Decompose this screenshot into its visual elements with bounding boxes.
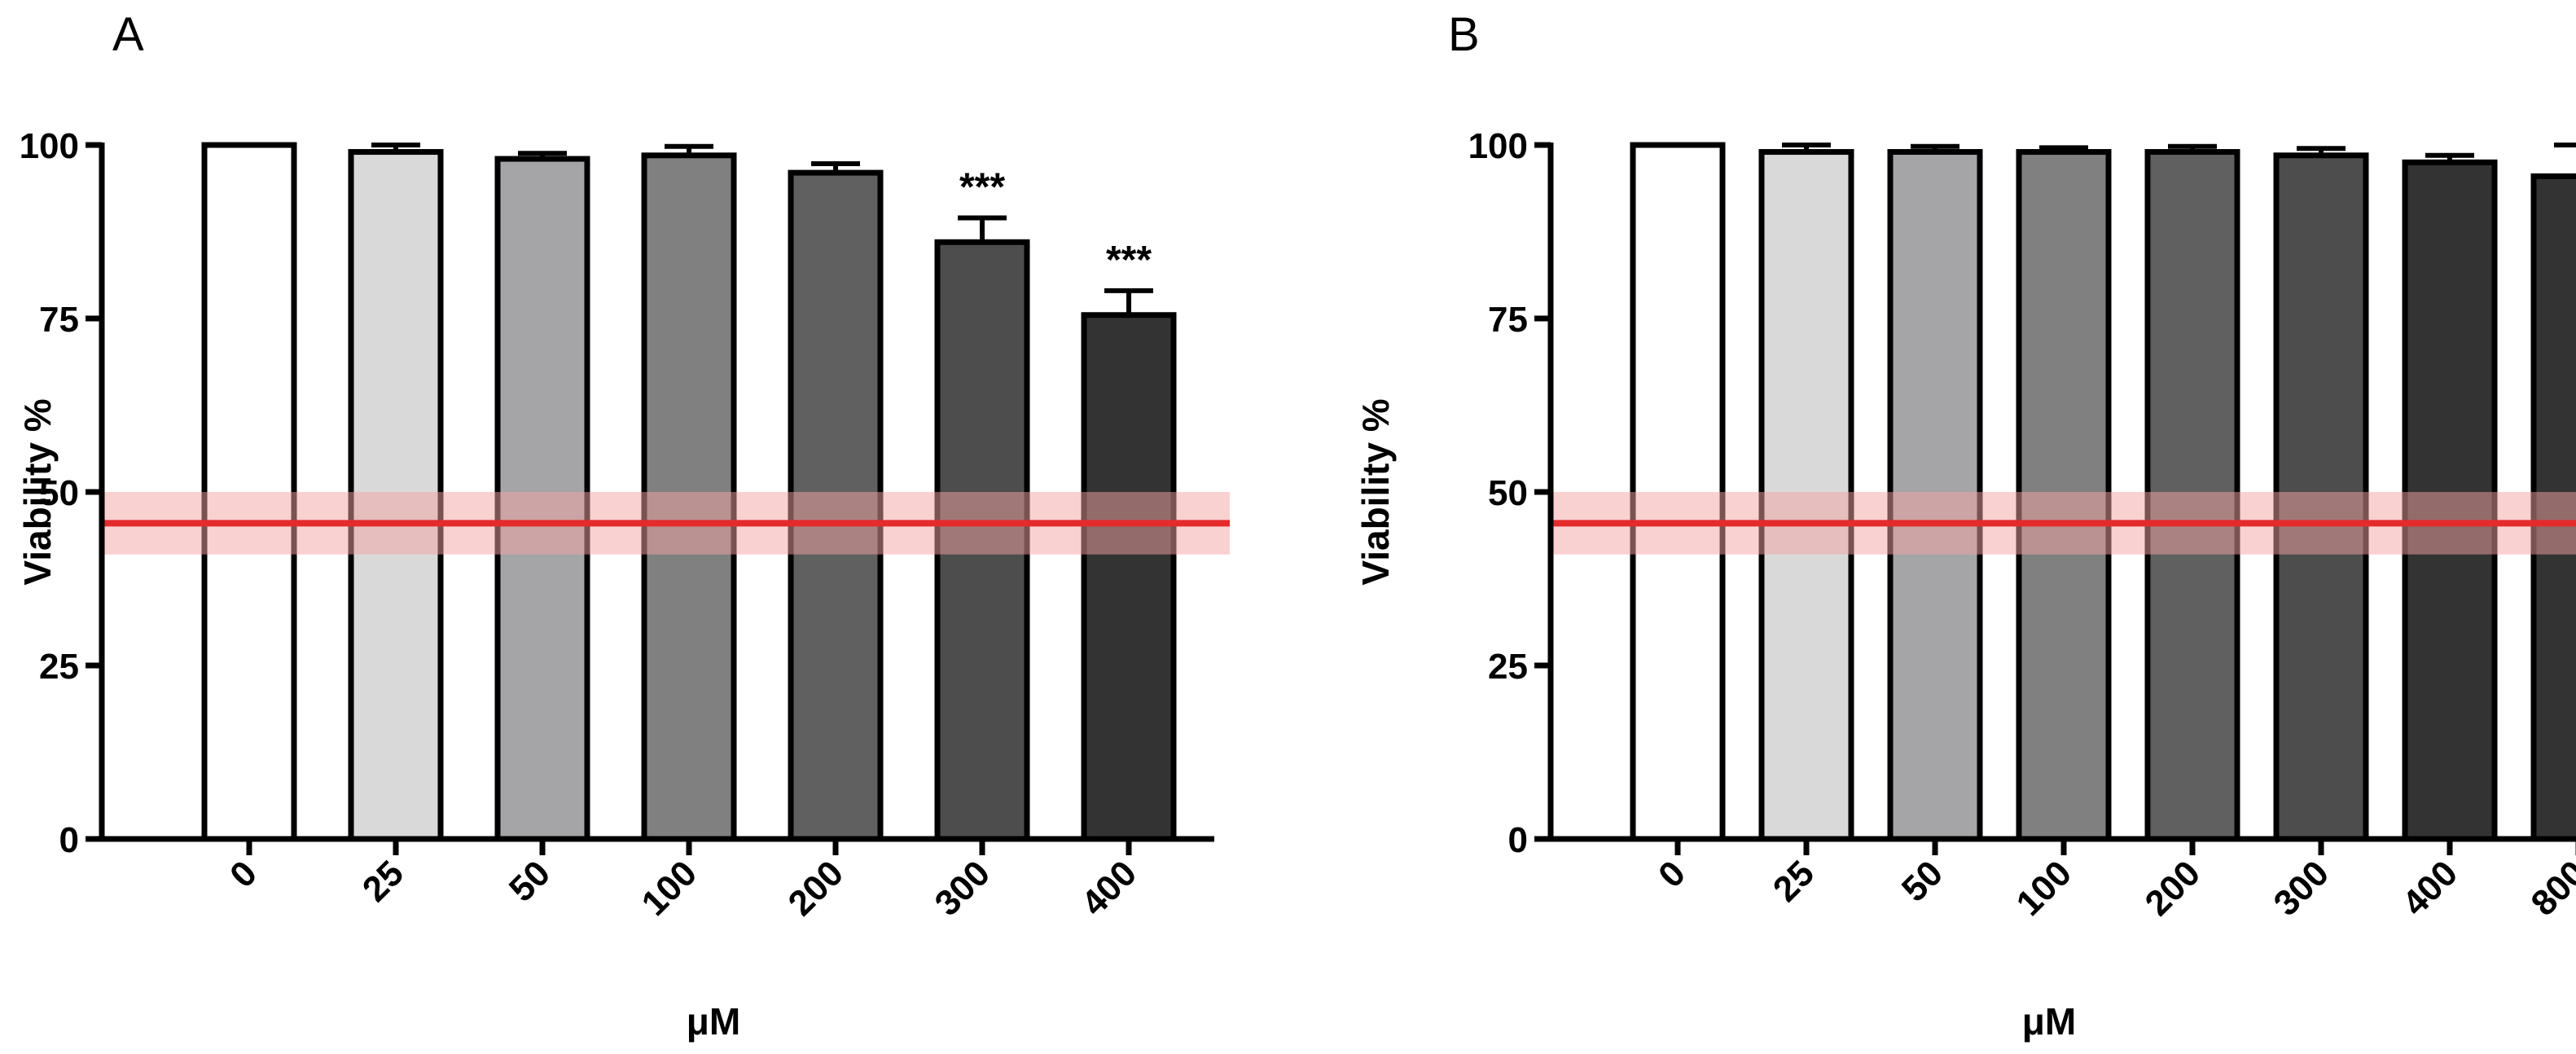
x-tick-label-0: 0 xyxy=(1651,853,1693,895)
x-tick-label-300: 300 xyxy=(928,853,998,924)
panel-b: B 0 25 50 75 100 0 25 50 100 200 300 400 800 Viability… xyxy=(1354,8,2576,1043)
panel-label: A xyxy=(112,8,144,61)
significance-400: *** xyxy=(1106,239,1152,282)
x-tick-label-25: 25 xyxy=(1766,853,1822,909)
x-tick-label-0: 0 xyxy=(222,853,265,895)
y-tick-label-0: 0 xyxy=(59,820,79,860)
x-tick-label-50: 50 xyxy=(1894,853,1951,909)
y-tick-label-50: 50 xyxy=(1488,473,1528,513)
y-tick-label-0: 0 xyxy=(1508,820,1528,860)
y-tick-label-75: 75 xyxy=(1488,300,1528,340)
x-tick-label-50: 50 xyxy=(502,853,558,909)
significance-300: *** xyxy=(959,165,1005,209)
x-axis-title: μM xyxy=(2022,1000,2076,1043)
x-tick-label-200: 200 xyxy=(781,853,852,924)
x-tick-label-100: 100 xyxy=(634,853,705,924)
y-tick-label-50: 50 xyxy=(39,473,79,513)
y-axis-title: Viability % xyxy=(16,398,59,585)
x-tick-label-200: 200 xyxy=(2138,853,2209,924)
x-tick-label-25: 25 xyxy=(355,853,411,909)
x-tick-label-300: 300 xyxy=(2267,853,2337,924)
panel-a: A 0 25 50 75 100 0 25 50 100 200 300 400 *** *** Viabil… xyxy=(16,8,1230,1043)
y-tick-label-25: 25 xyxy=(39,647,79,687)
panel-label: B xyxy=(1448,8,1480,61)
x-axis-title: μM xyxy=(687,1000,740,1043)
x-tick-label-400: 400 xyxy=(2395,853,2466,924)
x-tick-label-100: 100 xyxy=(2009,853,2080,924)
x-tick-label-800: 800 xyxy=(2524,853,2576,924)
y-tick-label-100: 100 xyxy=(1468,126,1528,166)
bar-400 xyxy=(1081,312,1177,842)
y-tick-label-25: 25 xyxy=(1488,647,1528,687)
y-tick-label-75: 75 xyxy=(39,300,79,340)
y-axis-title: Viability % xyxy=(1354,398,1397,585)
x-tick-label-400: 400 xyxy=(1074,853,1145,924)
y-tick-label-100: 100 xyxy=(20,126,79,166)
